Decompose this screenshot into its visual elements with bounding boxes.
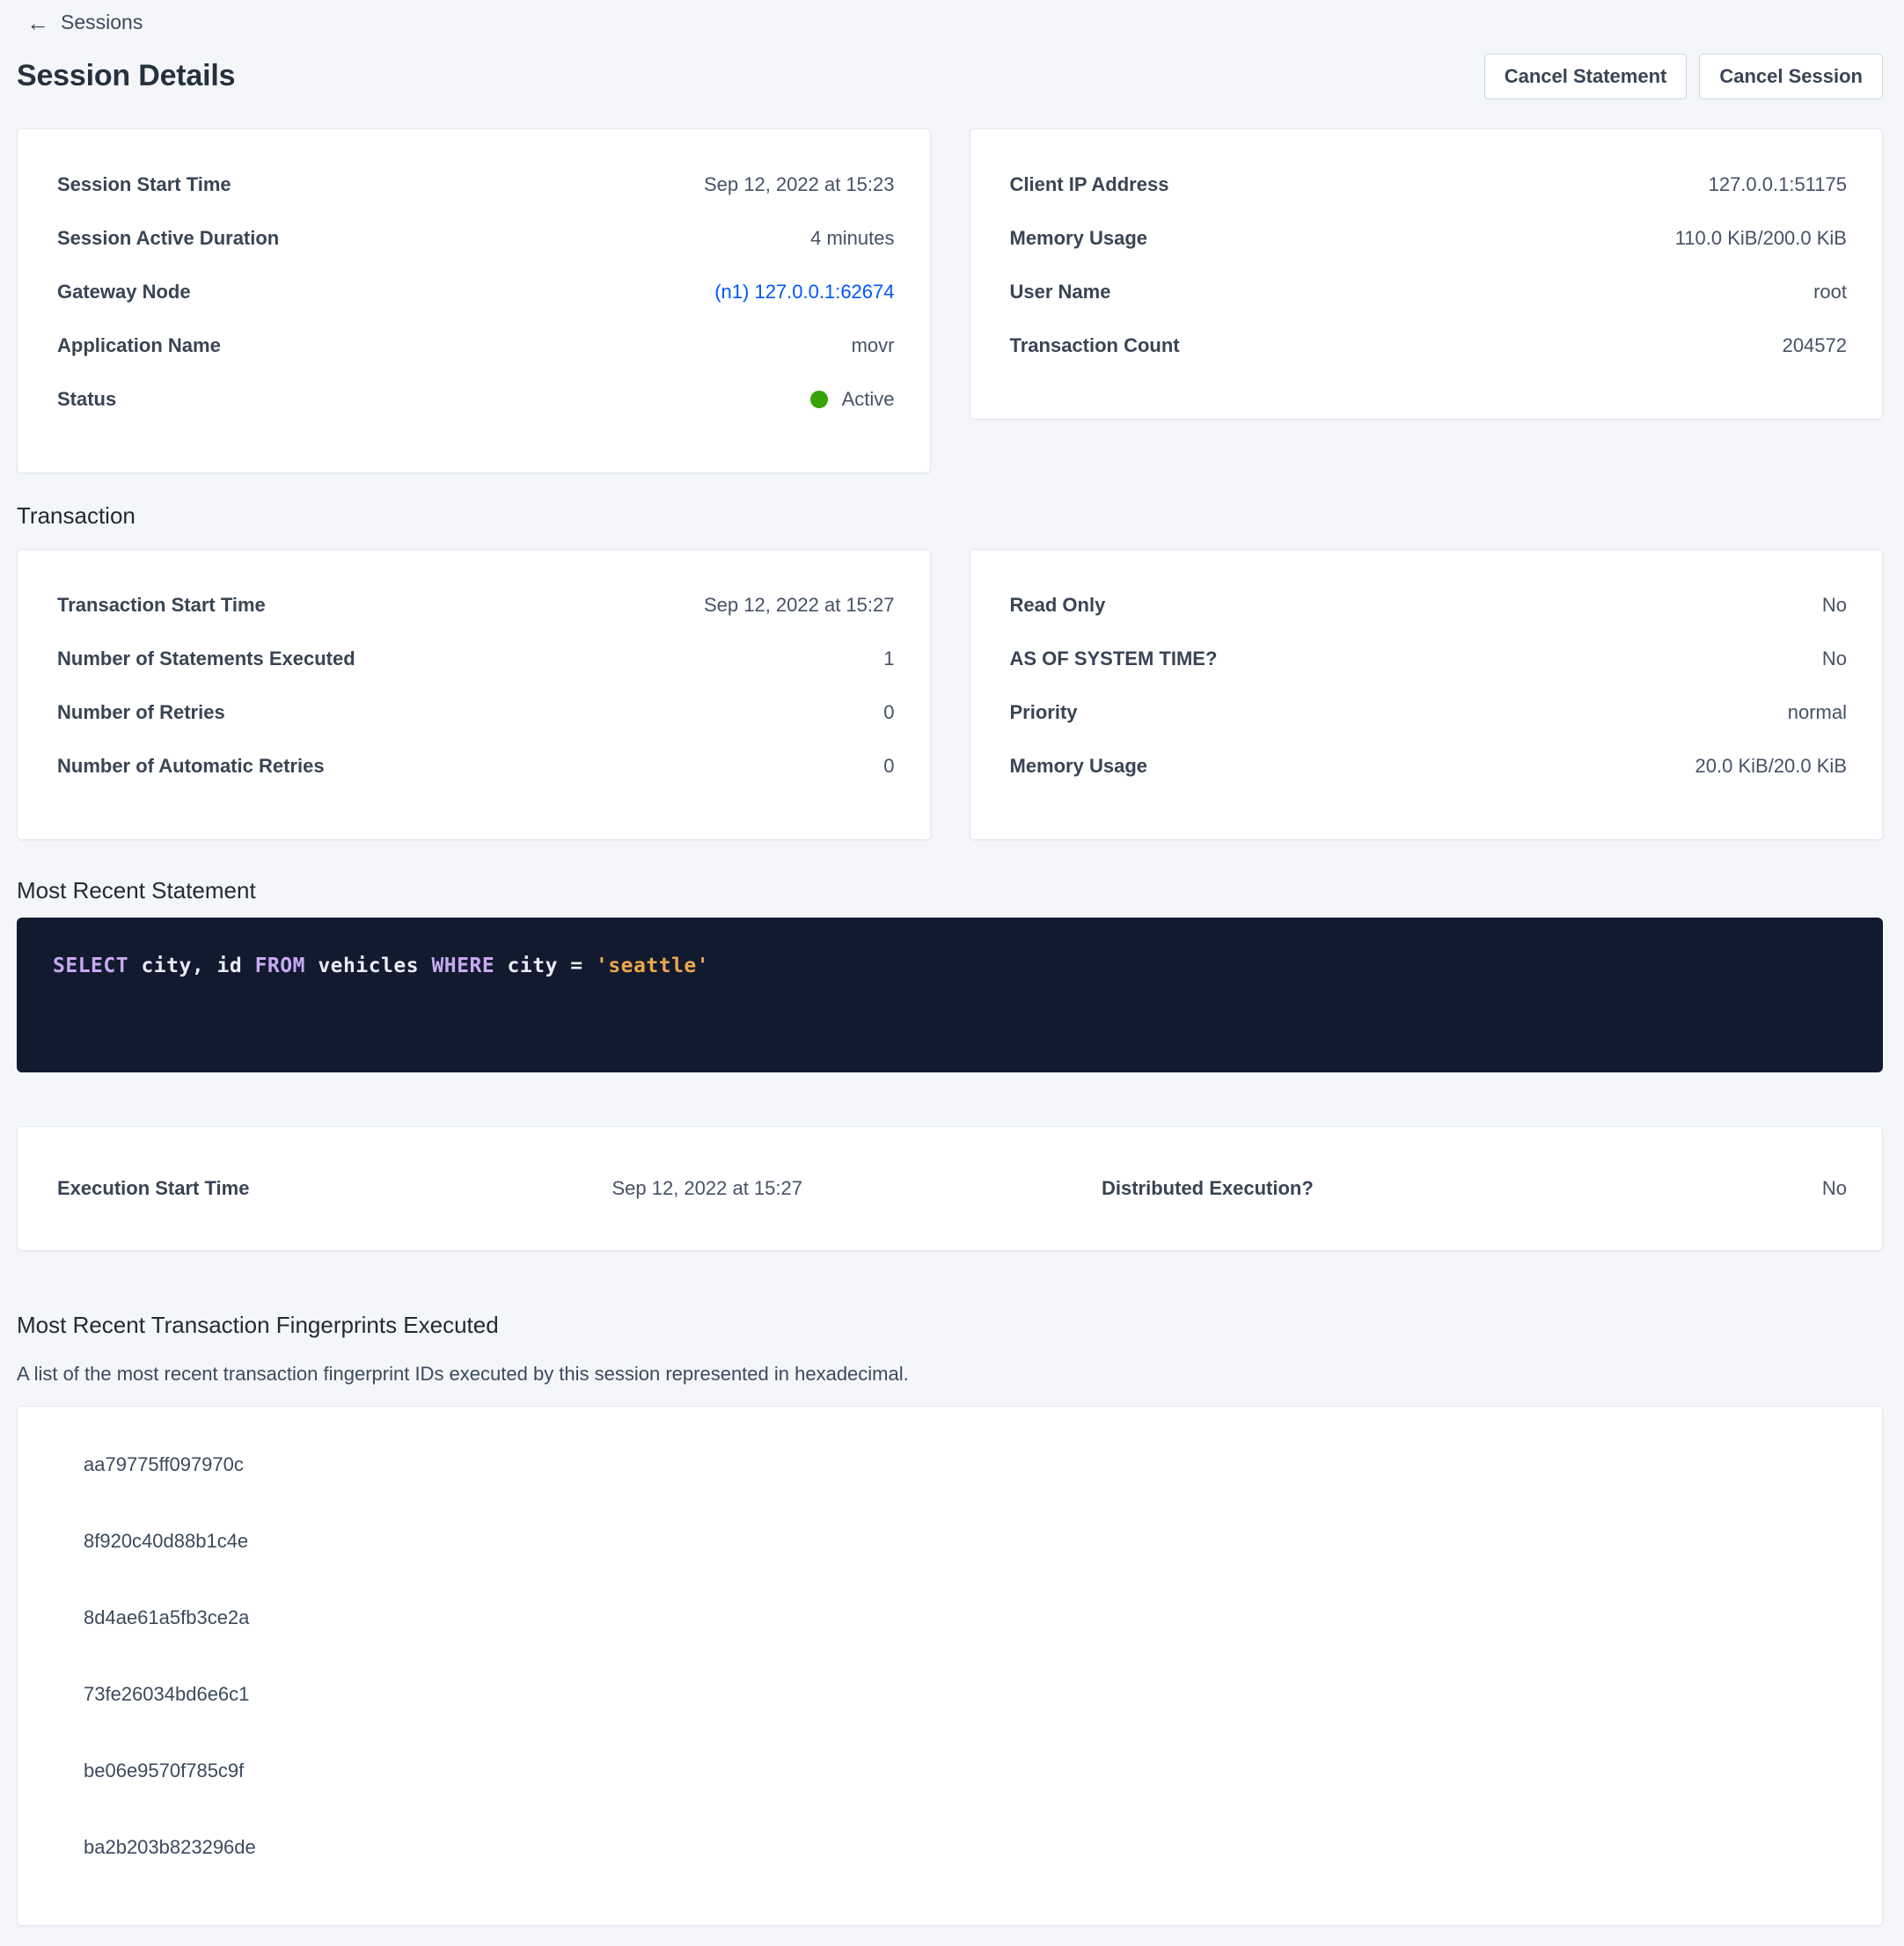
fingerprint-item: aa79775ff097970c — [84, 1452, 244, 1475]
kv-row-automatic-retries: Number of Automatic Retries 0 — [57, 754, 895, 779]
kv-row-client-ip: Client IP Address 127.0.0.1:51175 — [1010, 172, 1848, 197]
kv-label: Transaction Start Time — [57, 593, 266, 616]
kv-value: 127.0.0.1:51175 — [1708, 172, 1847, 195]
page-header: Session Details Cancel Statement Cancel … — [17, 53, 1883, 99]
transaction-card-left: Transaction Start Time Sep 12, 2022 at 1… — [17, 548, 931, 840]
kv-label: Distributed Execution? — [1102, 1176, 1314, 1199]
kv-label: Application Name — [57, 333, 221, 356]
cancel-statement-button[interactable]: Cancel Statement — [1483, 53, 1688, 99]
back-navigation: ← Sessions — [17, 7, 1883, 35]
fingerprint-item: 8f920c40d88b1c4e — [84, 1529, 249, 1552]
kv-row-as-of-system-time: AS OF SYSTEM TIME? No — [1010, 647, 1848, 671]
sql-string-literal: 'seattle' — [595, 954, 710, 977]
kv-row-execution-start-time: Execution Start Time Sep 12, 2022 at 15:… — [57, 1176, 802, 1201]
sql-keyword: SELECT — [53, 954, 129, 977]
kv-value: 1 — [883, 647, 895, 669]
kv-label: Execution Start Time — [57, 1176, 250, 1199]
section-title-most-recent-statement: Most Recent Statement — [17, 876, 256, 904]
kv-label: Transaction Count — [1009, 333, 1180, 356]
section-title-fingerprints: Most Recent Transaction Fingerprints Exe… — [17, 1311, 499, 1338]
kv-value: No — [1821, 1176, 1847, 1199]
kv-label: Status — [57, 387, 117, 410]
kv-label: Memory Usage — [1009, 754, 1148, 777]
kv-value: Sep 12, 2022 at 15:27 — [703, 593, 895, 616]
cancel-session-button[interactable]: Cancel Session — [1699, 53, 1883, 99]
kv-value: root — [1813, 280, 1847, 303]
sql-keyword: WHERE — [431, 954, 495, 977]
kv-row-status: Status Active — [57, 387, 895, 412]
kv-row-txn-memory-usage: Memory Usage 20.0 KiB/20.0 KiB — [1010, 754, 1848, 779]
fingerprint-item: 8d4ae61a5fb3ce2a — [84, 1606, 250, 1628]
kv-value: No — [1821, 593, 1847, 616]
kv-value: 0 — [883, 754, 895, 777]
fingerprints-description: A list of the most recent transaction fi… — [17, 1362, 909, 1385]
kv-label: Gateway Node — [57, 280, 191, 303]
sql-code: SELECT city, id FROM vehicles WHERE city… — [53, 953, 1848, 979]
kv-value: Sep 12, 2022 at 15:27 — [611, 1176, 802, 1199]
kv-row-transaction-count: Transaction Count 204572 — [1010, 333, 1848, 358]
transaction-card-right: Read Only No AS OF SYSTEM TIME? No Prior… — [969, 548, 1883, 840]
sql-keyword: FROM — [254, 954, 305, 977]
kv-label: Read Only — [1009, 593, 1106, 616]
kv-label: Client IP Address — [1009, 172, 1169, 195]
kv-row-user-name: User Name root — [1010, 280, 1848, 304]
kv-label: Session Active Duration — [57, 226, 280, 249]
kv-row-memory-usage: Memory Usage 110.0 KiB/200.0 KiB — [1010, 226, 1848, 251]
fingerprint-item: 73fe26034bd6e6c1 — [84, 1682, 250, 1705]
kv-label: User Name — [1009, 280, 1111, 303]
kv-label: AS OF SYSTEM TIME? — [1009, 647, 1218, 669]
back-link-label: Sessions — [61, 11, 143, 33]
kv-value: 110.0 KiB/200.0 KiB — [1674, 226, 1847, 249]
kv-label: Number of Automatic Retries — [57, 754, 325, 777]
back-to-sessions-link[interactable]: ← Sessions — [26, 11, 143, 34]
kv-label: Number of Retries — [57, 700, 225, 723]
session-overview-card-right: Client IP Address 127.0.0.1:51175 Memory… — [969, 128, 1883, 420]
kv-row-session-active-duration: Session Active Duration 4 minutes — [57, 226, 895, 251]
kv-value: Sep 12, 2022 at 15:23 — [703, 172, 895, 195]
fingerprint-item: ba2b203b823296de — [84, 1835, 256, 1858]
kv-value: 20.0 KiB/20.0 KiB — [1695, 754, 1847, 777]
kv-label: Priority — [1009, 700, 1078, 723]
page-title: Session Details — [17, 59, 236, 92]
kv-value: 0 — [883, 700, 895, 723]
kv-row-read-only: Read Only No — [1010, 593, 1848, 618]
kv-value: 4 minutes — [810, 226, 895, 249]
sql-text: city, id — [128, 954, 255, 977]
kv-row-distributed-execution: Distributed Execution? No — [1102, 1176, 1847, 1201]
kv-label: Memory Usage — [1009, 226, 1148, 249]
transaction-row: Transaction Start Time Sep 12, 2022 at 1… — [17, 548, 1883, 840]
gateway-node-link[interactable]: (n1) 127.0.0.1:62674 — [714, 280, 895, 303]
header-actions: Cancel Statement Cancel Session — [1483, 53, 1883, 99]
kv-row-application-name: Application Name movr — [57, 333, 895, 358]
session-overview-row: Session Start Time Sep 12, 2022 at 15:23… — [17, 128, 1883, 473]
sql-text: vehicles — [304, 954, 432, 977]
kv-row-statements-executed: Number of Statements Executed 1 — [57, 647, 895, 671]
sql-statement-box: SELECT city, id FROM vehicles WHERE city… — [17, 917, 1883, 1072]
status-active-dot-icon — [809, 390, 828, 408]
kv-row-gateway-node: Gateway Node (n1) 127.0.0.1:62674 — [57, 280, 895, 304]
section-title-transaction: Transaction — [17, 501, 135, 529]
execution-summary-card: Execution Start Time Sep 12, 2022 at 15:… — [17, 1125, 1883, 1251]
kv-row-transaction-start-time: Transaction Start Time Sep 12, 2022 at 1… — [57, 593, 895, 618]
sql-text: city = — [494, 954, 596, 977]
kv-label: Session Start Time — [57, 172, 231, 195]
kv-value: normal — [1787, 700, 1847, 723]
status-value: Active — [841, 387, 895, 410]
kv-row-retries: Number of Retries 0 — [57, 700, 895, 725]
fingerprint-item: be06e9570f785c9f — [84, 1759, 245, 1781]
kv-row-session-start-time: Session Start Time Sep 12, 2022 at 15:23 — [57, 172, 895, 197]
kv-row-priority: Priority normal — [1010, 700, 1848, 725]
status-badge: Active — [809, 387, 895, 412]
kv-value: No — [1821, 647, 1847, 669]
kv-value: 204572 — [1782, 333, 1847, 356]
fingerprints-card: aa79775ff097970c 8f920c40d88b1c4e 8d4ae6… — [17, 1405, 1883, 1926]
back-arrow-icon: ← — [26, 9, 49, 36]
session-overview-card-left: Session Start Time Sep 12, 2022 at 15:23… — [17, 128, 931, 473]
kv-value: movr — [851, 333, 895, 356]
kv-label: Number of Statements Executed — [57, 647, 355, 669]
